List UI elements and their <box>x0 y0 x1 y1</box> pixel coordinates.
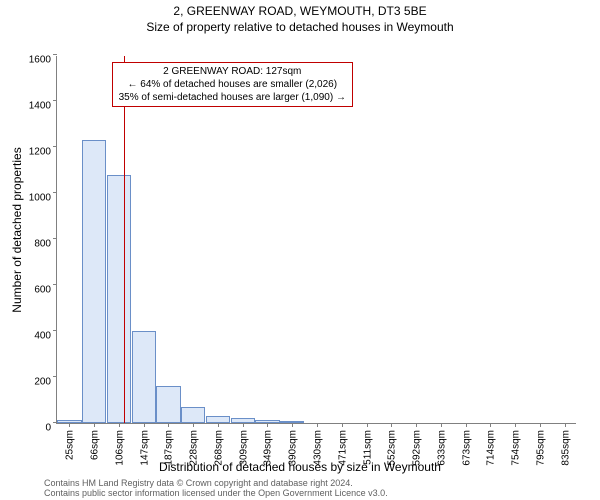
histogram-bar <box>82 140 106 423</box>
x-tick-mark <box>292 423 293 427</box>
y-tick-mark <box>53 54 57 55</box>
x-tick-mark <box>218 423 219 427</box>
x-tick-label: 673sqm <box>459 430 472 466</box>
x-tick-label: 390sqm <box>286 430 299 466</box>
x-tick-label: 309sqm <box>236 430 249 466</box>
x-tick-label: 511sqm <box>360 430 373 465</box>
y-tick-label: 1400 <box>29 101 57 112</box>
x-tick-mark <box>367 423 368 427</box>
histogram-bar <box>107 175 131 423</box>
y-tick-mark <box>53 146 57 147</box>
y-tick-mark <box>53 284 57 285</box>
x-tick-mark <box>94 423 95 427</box>
footnote-line2: Contains public sector information licen… <box>44 488 584 498</box>
x-tick-mark <box>490 423 491 427</box>
x-tick-label: 592sqm <box>410 430 423 466</box>
x-tick-mark <box>144 423 145 427</box>
histogram-bar <box>156 386 180 423</box>
property-callout: 2 GREENWAY ROAD: 127sqm← 64% of detached… <box>112 62 353 107</box>
x-tick-mark <box>342 423 343 427</box>
callout-line: ← 64% of detached houses are smaller (2,… <box>119 78 346 91</box>
x-tick-label: 471sqm <box>335 430 348 466</box>
x-tick-mark <box>243 423 244 427</box>
y-tick-label: 800 <box>34 239 57 250</box>
page-title-address: 2, GREENWAY ROAD, WEYMOUTH, DT3 5BE <box>0 4 600 18</box>
callout-line: 35% of semi-detached houses are larger (… <box>119 91 346 104</box>
x-tick-mark <box>391 423 392 427</box>
y-tick-mark <box>53 192 57 193</box>
x-tick-label: 349sqm <box>261 430 274 466</box>
y-tick-mark <box>53 238 57 239</box>
x-tick-label: 66sqm <box>88 430 101 460</box>
x-tick-mark <box>416 423 417 427</box>
histogram-bar <box>132 331 156 423</box>
footnote-line1: Contains HM Land Registry data © Crown c… <box>44 478 584 488</box>
x-tick-label: 754sqm <box>509 430 522 466</box>
y-tick-mark <box>53 376 57 377</box>
y-tick-label: 200 <box>34 377 57 388</box>
x-tick-label: 187sqm <box>162 430 175 466</box>
x-tick-label: 268sqm <box>211 430 224 466</box>
y-tick-label: 400 <box>34 331 57 342</box>
y-tick-label: 600 <box>34 285 57 296</box>
x-tick-label: 795sqm <box>533 430 546 466</box>
x-tick-label: 835sqm <box>558 430 571 466</box>
x-tick-mark <box>317 423 318 427</box>
x-tick-mark <box>193 423 194 427</box>
property-marker-line <box>124 56 125 423</box>
x-tick-label: 106sqm <box>112 430 125 466</box>
page-subtitle: Size of property relative to detached ho… <box>0 20 600 34</box>
x-tick-mark <box>441 423 442 427</box>
x-tick-mark <box>540 423 541 427</box>
footnote: Contains HM Land Registry data © Crown c… <box>44 478 584 498</box>
histogram-bar <box>181 407 205 423</box>
callout-line: 2 GREENWAY ROAD: 127sqm <box>119 65 346 78</box>
x-tick-mark <box>466 423 467 427</box>
x-tick-label: 25sqm <box>63 430 76 460</box>
y-axis-label: Number of detached properties <box>10 80 24 380</box>
x-tick-label: 552sqm <box>385 430 398 466</box>
x-tick-mark <box>565 423 566 427</box>
y-tick-mark <box>53 100 57 101</box>
x-tick-label: 228sqm <box>187 430 200 466</box>
y-tick-label: 1600 <box>29 55 57 66</box>
x-tick-mark <box>267 423 268 427</box>
x-tick-mark <box>515 423 516 427</box>
y-tick-mark <box>53 330 57 331</box>
y-tick-label: 0 <box>45 423 57 434</box>
y-tick-label: 1200 <box>29 147 57 158</box>
histogram-plot: 0200400600800100012001400160025sqm66sqm1… <box>56 56 576 424</box>
histogram-bar <box>206 416 230 423</box>
x-tick-mark <box>168 423 169 427</box>
x-tick-mark <box>119 423 120 427</box>
x-tick-label: 430sqm <box>311 430 324 466</box>
x-tick-label: 147sqm <box>137 430 150 466</box>
x-tick-mark <box>69 423 70 427</box>
x-tick-label: 714sqm <box>484 430 497 466</box>
x-tick-label: 633sqm <box>434 430 447 466</box>
y-tick-label: 1000 <box>29 193 57 204</box>
